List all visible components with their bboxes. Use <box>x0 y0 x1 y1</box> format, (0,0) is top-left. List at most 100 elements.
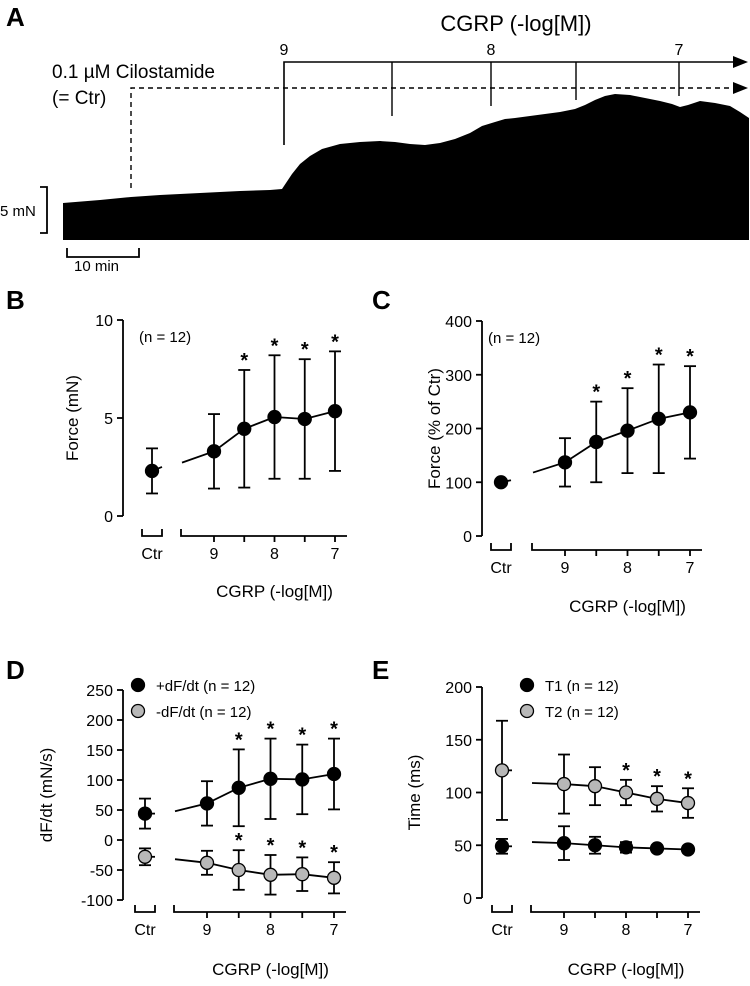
x-tick-label-c: 7 <box>686 560 695 577</box>
data-point-e <box>556 776 572 792</box>
x-tick-label-ctr-e: Ctr <box>491 922 513 939</box>
data-point-e <box>649 791 665 806</box>
y-tick-label-e: 200 <box>445 680 472 697</box>
significance-star-d: * <box>298 725 306 747</box>
significance-star-e: * <box>684 768 692 790</box>
data-point-d <box>199 796 215 811</box>
significance-star-d: * <box>267 835 275 857</box>
significance-star-d: * <box>267 719 275 741</box>
legend-marker-e <box>519 677 535 693</box>
significance-star-e: * <box>653 766 661 788</box>
legend-marker-d <box>130 703 146 719</box>
x-tick-label-d: 7 <box>330 922 339 939</box>
data-point-b <box>237 421 252 436</box>
data-point-e <box>618 785 634 800</box>
y-tick-label-c: 100 <box>445 475 472 492</box>
n-label-b: (n = 12) <box>139 329 191 346</box>
ctr-marker-e <box>494 763 510 778</box>
x-tick-label-ctr-d: Ctr <box>134 922 156 939</box>
significance-star-b: * <box>271 335 279 357</box>
y-tick-label-d: -100 <box>81 893 113 910</box>
trace-dose-tick-9: 9 <box>280 42 289 59</box>
x-axis-ctr-segment-e <box>491 905 513 913</box>
x-tick-label-b: 8 <box>270 546 279 563</box>
y-tick-label-c: 200 <box>445 422 472 439</box>
time-scale-bar <box>66 248 140 258</box>
data-point-c <box>620 423 635 438</box>
x-axis-ctr-segment-b <box>141 529 163 537</box>
x-axis-label-c: CGRP (-log[M]) <box>569 597 686 616</box>
data-point-d <box>326 766 342 782</box>
y-tick-label-b: 10 <box>95 313 113 330</box>
y-axis-label-b: Force (mN) <box>63 375 82 461</box>
ctr-marker-d <box>137 849 153 864</box>
significance-star-d: * <box>330 719 338 741</box>
data-point-d <box>263 867 278 882</box>
data-point-c <box>589 434 604 450</box>
significance-star-c: * <box>655 345 663 367</box>
cgrp-arrowhead <box>733 56 748 68</box>
x-axis-dose-segment-e <box>530 905 700 913</box>
y-tick-label-d: -50 <box>90 863 113 880</box>
force-scale-label: 5 mN <box>0 203 36 220</box>
significance-star-c: * <box>686 346 694 368</box>
panel-d-dfdt: -100 -50 0 50 100 150 200 250 dF/dt (mN/s) Ctr 9 8 7… <box>37 677 346 979</box>
y-tick-label-d: 0 <box>104 833 113 850</box>
data-point-e <box>587 779 603 794</box>
y-axis-label-e: Time (ms) <box>405 755 424 831</box>
significance-star-d: * <box>298 837 306 859</box>
panel-label-e: E <box>372 655 389 685</box>
panel-b-force-mn: 0 5 10 Force (mN) Ctr 9 8 7 CGRP (-log[M]) (n = 1… <box>63 313 347 601</box>
x-tick-label-e: 9 <box>560 922 569 939</box>
x-tick-label-c: 8 <box>623 560 632 577</box>
series-line-d <box>174 773 335 813</box>
data-point-d <box>231 862 246 878</box>
data-point-e <box>587 838 603 853</box>
y-tick-label-e: 150 <box>445 733 472 750</box>
ctr-marker-e <box>494 839 510 854</box>
panel-label-d: D <box>6 655 25 685</box>
x-axis-dose-segment-c <box>531 543 702 551</box>
y-axis-label-d: dF/dt (mN/s) <box>37 748 56 842</box>
cilostamide-arrowhead <box>733 82 748 94</box>
y-tick-label-d: 150 <box>86 743 113 760</box>
data-point-d <box>263 771 278 786</box>
data-point-b <box>206 444 222 459</box>
data-point-e <box>618 840 634 855</box>
x-tick-label-d: 9 <box>203 922 212 939</box>
x-tick-label-e: 7 <box>684 922 693 939</box>
significance-star-e: * <box>622 760 630 782</box>
y-tick-label-c: 0 <box>463 529 472 546</box>
data-point-d <box>295 772 310 787</box>
significance-star-b: * <box>240 350 248 372</box>
y-tick-label-d: 250 <box>86 683 113 700</box>
ctr-marker-c <box>493 475 509 490</box>
x-axis-ctr-segment-d <box>134 905 156 913</box>
x-tick-label-b: 7 <box>331 546 340 563</box>
y-tick-label-e: 50 <box>454 838 472 855</box>
significance-star-d: * <box>235 830 243 852</box>
series-line-e <box>531 782 689 804</box>
trace-drug-label: CGRP (-log[M]) <box>440 11 591 36</box>
significance-star-c: * <box>592 382 600 404</box>
x-tick-label-d: 8 <box>266 922 275 939</box>
x-axis-label-b: CGRP (-log[M]) <box>216 582 333 601</box>
y-tick-label-e: 100 <box>445 786 472 803</box>
y-tick-label-c: 400 <box>445 314 472 331</box>
legend-label-d: -dF/dt (n = 12) <box>156 704 251 721</box>
series-line-d <box>174 858 335 879</box>
data-point-e <box>680 795 696 811</box>
series-line-e <box>531 841 689 851</box>
y-tick-label-d: 100 <box>86 773 113 790</box>
x-axis-label-d: CGRP (-log[M]) <box>212 960 329 979</box>
significance-star-b: * <box>331 331 339 353</box>
y-axis-label-c: Force (% of Ctr) <box>425 368 444 489</box>
time-scale-label: 10 min <box>74 258 119 275</box>
x-axis-label-e: CGRP (-log[M]) <box>568 960 685 979</box>
trace-dose-tick-7: 7 <box>675 42 684 59</box>
panel-e-time: 0 50 100 150 200 Time (ms) Ctr 9 8 7 CGRP (-log[M]… <box>405 677 700 979</box>
x-tick-label-b: 9 <box>210 546 219 563</box>
x-tick-label-e: 8 <box>622 922 631 939</box>
significance-star-c: * <box>624 368 632 390</box>
